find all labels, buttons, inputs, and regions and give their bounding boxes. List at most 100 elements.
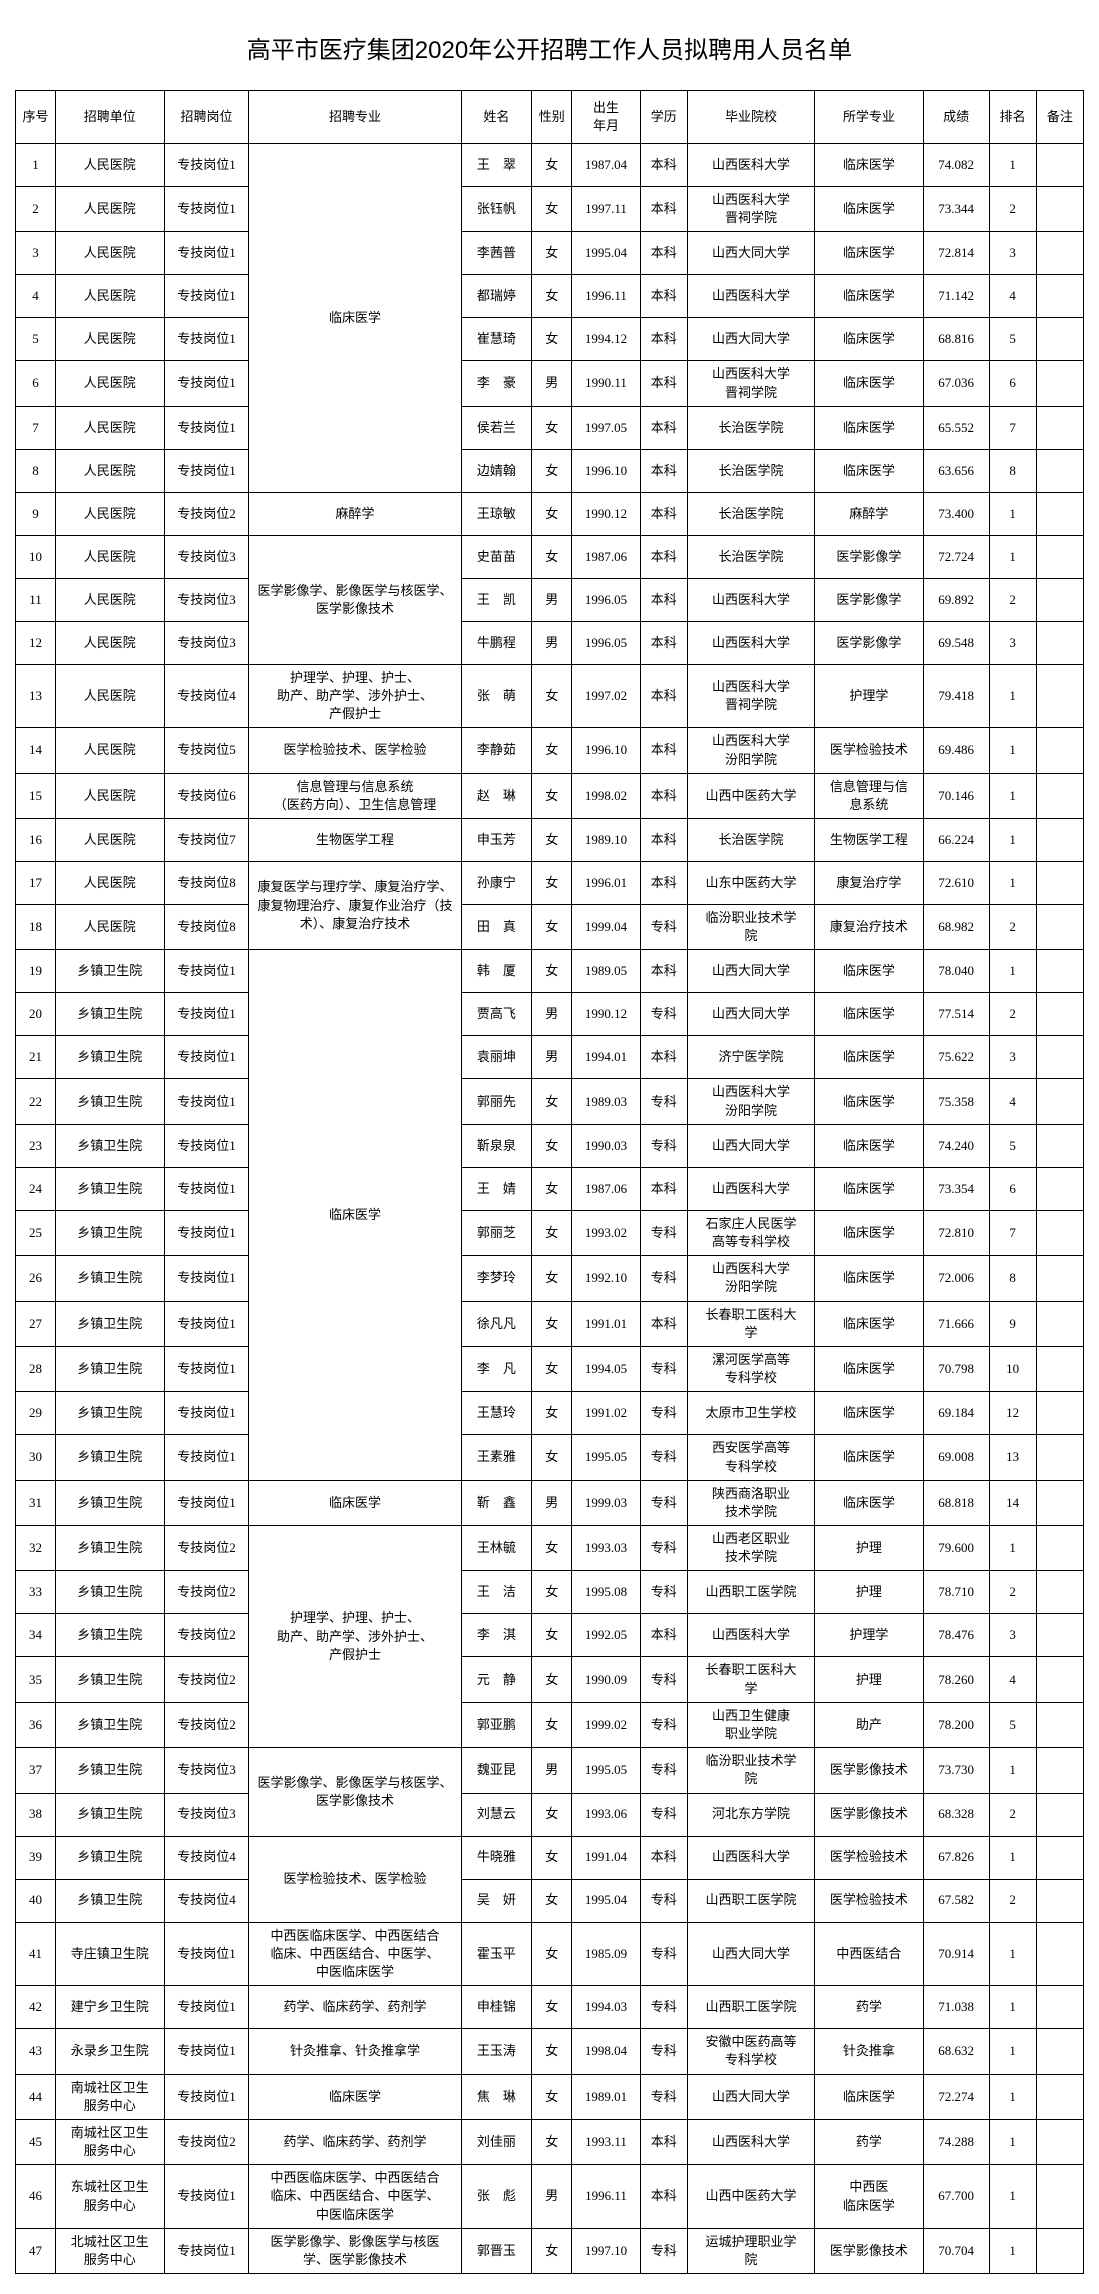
cell-rank: 13 xyxy=(989,1435,1036,1480)
cell-unit: 人民医院 xyxy=(56,232,164,275)
cell-birth: 1991.02 xyxy=(572,1392,640,1435)
table-row: 15人民医院专技岗位6信息管理与信息系统（医药方向）、卫生信息管理赵 琳女199… xyxy=(16,773,1084,818)
cell-score: 72.724 xyxy=(923,535,989,578)
cell-sex: 女 xyxy=(532,1079,572,1124)
cell-post: 专技岗位1 xyxy=(164,950,249,993)
cell-edu: 专科 xyxy=(640,1435,687,1480)
cell-edu: 专科 xyxy=(640,2228,687,2273)
cell-post: 专技岗位1 xyxy=(164,275,249,318)
cell-edu: 专科 xyxy=(640,1124,687,1167)
cell-score: 71.038 xyxy=(923,1986,989,2029)
cell-note xyxy=(1036,1571,1083,1614)
cell-name: 王 婧 xyxy=(461,1167,532,1210)
cell-birth: 1996.10 xyxy=(572,728,640,773)
cell-post: 专技岗位2 xyxy=(164,2119,249,2164)
cell-score: 67.582 xyxy=(923,1879,989,1922)
table-row: 45南城社区卫生服务中心专技岗位2药学、临床药学、药剂学刘佳丽女1993.11本… xyxy=(16,2119,1084,2164)
col-header: 招聘专业 xyxy=(249,91,461,144)
cell-seq: 19 xyxy=(16,950,56,993)
cell-unit: 建宁乡卫生院 xyxy=(56,1986,164,2029)
cell-stud: 临床医学 xyxy=(815,993,923,1036)
cell-school: 山西大同大学 xyxy=(687,318,814,361)
cell-sex: 女 xyxy=(532,664,572,728)
cell-birth: 1993.03 xyxy=(572,1526,640,1571)
cell-birth: 1987.06 xyxy=(572,1167,640,1210)
cell-note xyxy=(1036,2165,1083,2229)
cell-major: 临床医学 xyxy=(249,144,461,493)
cell-seq: 33 xyxy=(16,1571,56,1614)
cell-school: 山西医科大学汾阳学院 xyxy=(687,1079,814,1124)
cell-note xyxy=(1036,1836,1083,1879)
cell-unit: 人民医院 xyxy=(56,862,164,905)
table-row: 43永录乡卫生院专技岗位1针灸推拿、针灸推拿学王玉涛女1998.04专科安徽中医… xyxy=(16,2029,1084,2074)
cell-seq: 20 xyxy=(16,993,56,1036)
cell-stud: 临床医学 xyxy=(815,950,923,993)
cell-major: 临床医学 xyxy=(249,2074,461,2119)
cell-note xyxy=(1036,492,1083,535)
cell-stud: 临床医学 xyxy=(815,1210,923,1255)
table-row: 24乡镇卫生院专技岗位1王 婧女1987.06本科山西医科大学临床医学73.35… xyxy=(16,1167,1084,1210)
cell-school: 西安医学高等专科学校 xyxy=(687,1435,814,1480)
cell-score: 65.552 xyxy=(923,406,989,449)
cell-birth: 1995.04 xyxy=(572,232,640,275)
cell-seq: 23 xyxy=(16,1124,56,1167)
cell-seq: 44 xyxy=(16,2074,56,2119)
cell-note xyxy=(1036,664,1083,728)
cell-note xyxy=(1036,1256,1083,1301)
cell-name: 王 凯 xyxy=(461,578,532,621)
table-row: 27乡镇卫生院专技岗位1徐凡凡女1991.01本科长春职工医科大学临床医学71.… xyxy=(16,1301,1084,1346)
cell-sex: 女 xyxy=(532,862,572,905)
cell-name: 刘佳丽 xyxy=(461,2119,532,2164)
table-row: 23乡镇卫生院专技岗位1靳泉泉女1990.03专科山西大同大学临床医学74.24… xyxy=(16,1124,1084,1167)
cell-rank: 1 xyxy=(989,862,1036,905)
cell-seq: 9 xyxy=(16,492,56,535)
cell-edu: 本科 xyxy=(640,2165,687,2229)
cell-note xyxy=(1036,950,1083,993)
cell-unit: 乡镇卫生院 xyxy=(56,1210,164,1255)
cell-stud: 临床医学 xyxy=(815,1256,923,1301)
cell-birth: 1990.12 xyxy=(572,492,640,535)
cell-post: 专技岗位2 xyxy=(164,1526,249,1571)
table-body: 1人民医院专技岗位1临床医学王 翠女1987.04本科山西医科大学临床医学74.… xyxy=(16,144,1084,2274)
cell-school: 山西大同大学 xyxy=(687,993,814,1036)
cell-rank: 8 xyxy=(989,449,1036,492)
cell-post: 专技岗位1 xyxy=(164,1986,249,2029)
cell-edu: 本科 xyxy=(640,1614,687,1657)
cell-seq: 43 xyxy=(16,2029,56,2074)
cell-unit: 人民医院 xyxy=(56,449,164,492)
cell-note xyxy=(1036,1986,1083,2029)
cell-sex: 女 xyxy=(532,1124,572,1167)
cell-major: 护理学、护理、护士、助产、助产学、涉外护士、产假护士 xyxy=(249,664,461,728)
cell-school: 运城护理职业学院 xyxy=(687,2228,814,2273)
cell-edu: 本科 xyxy=(640,492,687,535)
cell-seq: 28 xyxy=(16,1346,56,1391)
cell-major: 临床医学 xyxy=(249,1480,461,1525)
cell-score: 79.418 xyxy=(923,664,989,728)
cell-edu: 本科 xyxy=(640,728,687,773)
cell-score: 71.142 xyxy=(923,275,989,318)
cell-edu: 本科 xyxy=(640,535,687,578)
cell-seq: 14 xyxy=(16,728,56,773)
cell-name: 郭丽先 xyxy=(461,1079,532,1124)
cell-unit: 乡镇卫生院 xyxy=(56,1836,164,1879)
table-row: 40乡镇卫生院专技岗位4吴 妍女1995.04专科山西职工医学院医学检验技术67… xyxy=(16,1879,1084,1922)
cell-stud: 医学影像学 xyxy=(815,578,923,621)
cell-seq: 3 xyxy=(16,232,56,275)
cell-birth: 1999.02 xyxy=(572,1702,640,1747)
cell-name: 李 豪 xyxy=(461,361,532,406)
cell-school: 山西卫生健康职业学院 xyxy=(687,1702,814,1747)
cell-major: 中西医临床医学、中西医结合临床、中西医结合、中医学、中医临床医学 xyxy=(249,1922,461,1986)
cell-score: 73.354 xyxy=(923,1167,989,1210)
cell-edu: 本科 xyxy=(640,187,687,232)
cell-rank: 5 xyxy=(989,1124,1036,1167)
cell-stud: 临床医学 xyxy=(815,1079,923,1124)
cell-major: 麻醉学 xyxy=(249,492,461,535)
cell-sex: 女 xyxy=(532,1879,572,1922)
cell-school: 长治医学院 xyxy=(687,492,814,535)
cell-score: 72.006 xyxy=(923,1256,989,1301)
cell-note xyxy=(1036,1346,1083,1391)
cell-score: 71.666 xyxy=(923,1301,989,1346)
cell-school: 陕西商洛职业技术学院 xyxy=(687,1480,814,1525)
cell-school: 石家庄人民医学高等专科学校 xyxy=(687,1210,814,1255)
cell-sex: 男 xyxy=(532,1480,572,1525)
